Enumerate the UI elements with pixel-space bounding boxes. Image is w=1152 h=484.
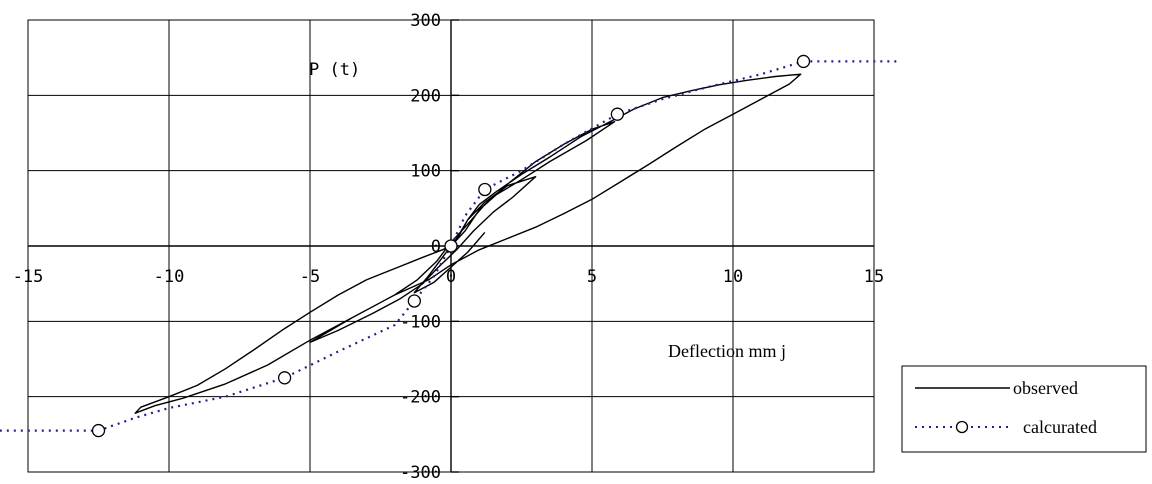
legend-marker-calcurated bbox=[955, 420, 969, 434]
x-axis-label: Deflection mm j bbox=[668, 341, 786, 361]
x-tick-label-6: 15 bbox=[864, 267, 884, 287]
point-calcurated-3 bbox=[444, 239, 458, 253]
legend-label-observed: observed bbox=[1013, 378, 1078, 398]
legend: observed calcurated bbox=[901, 365, 1147, 453]
y-axis-label: P (t) bbox=[309, 60, 360, 80]
point-calcurated-4 bbox=[478, 182, 492, 197]
x-tick-label-1: -10 bbox=[154, 267, 185, 287]
point-calcurated-6 bbox=[796, 54, 811, 69]
x-tick-label-0: -15 bbox=[13, 267, 44, 287]
tick-labels: -15 -10 -5 0 5 10 15 -300 -200 -100 0 100 200 300 bbox=[13, 11, 885, 483]
point-calcurated-1 bbox=[277, 371, 292, 385]
point-calcurated-2 bbox=[407, 294, 421, 308]
y-tick-label-1: -200 bbox=[400, 388, 441, 408]
legend-box bbox=[901, 365, 1147, 453]
y-tick-label-2: -100 bbox=[400, 312, 441, 332]
point-calcurated-0 bbox=[91, 423, 106, 438]
x-tick-label-3: 0 bbox=[446, 267, 456, 287]
point-calcurated-5 bbox=[610, 107, 625, 121]
y-tick-label-3: 0 bbox=[431, 237, 441, 257]
x-tick-label-2: -5 bbox=[300, 267, 320, 287]
series-layer bbox=[0, 54, 900, 438]
y-tick-label-5: 200 bbox=[410, 86, 441, 106]
y-tick-label-0: -300 bbox=[400, 463, 441, 483]
y-tick-label-6: 300 bbox=[410, 11, 441, 31]
y-tick-label-4: 100 bbox=[410, 162, 441, 182]
x-tick-label-4: 5 bbox=[587, 267, 597, 287]
x-tick-label-5: 10 bbox=[723, 267, 743, 287]
legend-label-calcurated: calcurated bbox=[1023, 417, 1097, 437]
series-line-observed bbox=[134, 73, 802, 414]
